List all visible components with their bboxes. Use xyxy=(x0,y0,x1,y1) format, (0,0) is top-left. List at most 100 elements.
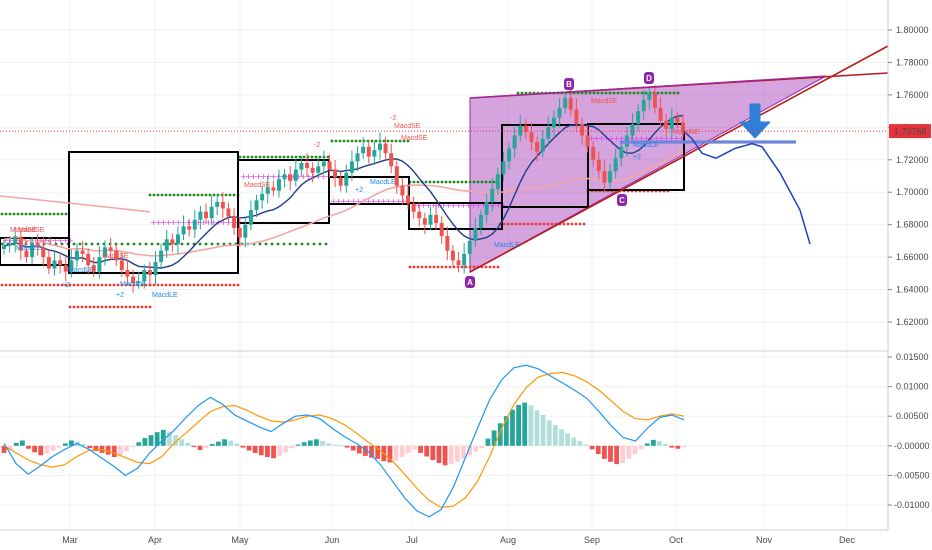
stop-level-dots xyxy=(84,283,88,287)
macd-histogram-bar xyxy=(216,441,221,446)
macd-histogram-bar xyxy=(332,444,338,446)
last-price-tag-background xyxy=(889,124,931,139)
pivot-marker-a[interactable] xyxy=(465,276,475,288)
macd-histogram-bar xyxy=(356,445,362,454)
candle-body xyxy=(7,244,12,246)
stop-level-dots xyxy=(258,155,262,159)
macd-histogram-bar xyxy=(173,435,178,446)
entry-marker: + xyxy=(445,201,452,210)
candle-body xyxy=(613,158,618,172)
stop-level-dots xyxy=(96,283,100,287)
pivot-marker-c[interactable] xyxy=(617,194,627,206)
candle-body xyxy=(254,200,259,211)
macd-histogram-bar xyxy=(424,445,430,457)
stop-level-dots xyxy=(164,283,168,287)
stop-level-dots xyxy=(60,242,64,246)
stop-level-dots xyxy=(266,155,270,159)
macd-long-entry-label: MacdLE xyxy=(120,281,146,288)
stop-level-dots xyxy=(262,155,266,159)
stop-level-dots xyxy=(274,155,278,159)
macd-histogram-bar xyxy=(644,443,650,446)
entry-marker: + xyxy=(395,197,402,206)
stop-level-dots xyxy=(160,193,164,197)
stop-level-dots xyxy=(600,91,604,95)
pivot-label-d[interactable]: D xyxy=(646,74,652,83)
drawing-overlays[interactable]: A B C D xyxy=(465,45,889,288)
pivot-marker-d[interactable] xyxy=(644,72,654,84)
stop-level-dots xyxy=(408,265,412,269)
stop-level-dots xyxy=(416,180,420,184)
macd-histogram-bar xyxy=(142,438,148,446)
stop-level-dots xyxy=(382,139,386,143)
stop-level-dots xyxy=(570,222,574,226)
stop-level-dots xyxy=(198,242,202,246)
stop-level-dots xyxy=(76,283,80,287)
plus-two-label: +2 xyxy=(633,154,641,161)
stop-level-dots xyxy=(546,222,550,226)
candle-body xyxy=(310,167,315,173)
candle-body xyxy=(74,250,79,261)
entry-marker: + xyxy=(608,134,615,143)
stop-level-dots xyxy=(624,91,628,95)
down-arrow-icon[interactable] xyxy=(739,103,771,139)
candle-body xyxy=(546,127,551,139)
stop-level-dots xyxy=(36,212,40,216)
entry-marker: + xyxy=(335,197,342,206)
lower-trend-line[interactable] xyxy=(469,45,889,273)
candle-body xyxy=(2,245,6,249)
wedge-upper-edge[interactable] xyxy=(469,75,827,99)
stop-level-dots xyxy=(116,283,120,287)
stop-level-dots xyxy=(672,91,676,95)
candle-body xyxy=(484,201,489,215)
candle-body xyxy=(293,169,298,181)
entry-marker: + xyxy=(390,197,397,206)
stop-level-dots xyxy=(264,242,268,246)
stop-level-dots xyxy=(592,91,596,95)
minus-two-label: -2 xyxy=(45,237,51,244)
month-tick-label: Mar xyxy=(62,535,78,545)
candle-body xyxy=(260,193,265,201)
stop-level-dots xyxy=(640,91,644,95)
candle-body xyxy=(237,227,242,238)
price-tick-label: 1.68000 xyxy=(896,220,929,230)
stop-level-dots xyxy=(412,265,416,269)
stop-level-dots xyxy=(294,155,298,159)
candle-body xyxy=(69,260,74,272)
stop-level-dots xyxy=(628,91,632,95)
stop-level-dots xyxy=(492,265,496,269)
stop-level-dots xyxy=(432,180,436,184)
macd-tick-label: -0.01000 xyxy=(894,500,930,510)
candle-body xyxy=(445,236,450,251)
stop-level-dots xyxy=(390,139,394,143)
entry-marker: + xyxy=(240,172,247,181)
candle-body xyxy=(164,239,169,251)
stop-level-dots xyxy=(210,242,214,246)
stop-level-dots xyxy=(452,265,456,269)
entry-marker: + xyxy=(220,218,227,227)
macd-histogram-bar xyxy=(222,439,227,446)
entry-marker: + xyxy=(320,172,327,181)
stop-level-dots xyxy=(288,242,292,246)
macd-histogram-bar xyxy=(663,444,669,446)
pivot-marker-b[interactable] xyxy=(564,78,574,90)
stop-level-dots xyxy=(456,180,460,184)
stop-level-dots xyxy=(448,265,452,269)
stop-level-dots xyxy=(464,180,468,184)
candle-body xyxy=(366,146,371,157)
stop-level-dots xyxy=(562,222,566,226)
stop-level-dots xyxy=(208,193,212,197)
pivot-label-a[interactable]: A xyxy=(467,278,473,287)
macd-histogram-bar xyxy=(552,425,558,446)
stop-level-dots xyxy=(188,193,192,197)
macd-histogram-bar xyxy=(559,429,564,446)
pivot-label-c[interactable]: C xyxy=(619,196,625,205)
candle-body xyxy=(669,117,674,129)
stop-level-dots xyxy=(128,305,132,309)
forecast-path[interactable] xyxy=(682,130,811,245)
candle-body xyxy=(456,260,461,266)
macd-histogram-bar xyxy=(26,445,31,449)
stop-level-dots xyxy=(286,155,290,159)
stop-level-dots xyxy=(460,265,464,269)
pivot-label-b[interactable]: B xyxy=(566,80,572,89)
